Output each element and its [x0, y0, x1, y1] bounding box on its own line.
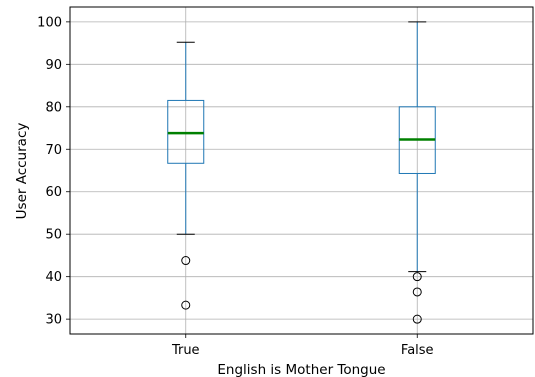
y-tick-label: 70	[45, 143, 62, 158]
y-tick-label: 50	[45, 228, 62, 243]
x-axis-label: English is Mother Tongue	[217, 362, 385, 377]
y-tick-label: 90	[45, 58, 62, 73]
box-group-true	[167, 41, 205, 310]
axis-layer: 30 40 50 60 70 80 90 100 True False	[37, 15, 433, 358]
y-tick-label: 100	[37, 15, 62, 30]
outlier-point	[181, 300, 191, 310]
y-tick-label: 60	[45, 185, 62, 200]
x-tick-label: True	[171, 343, 200, 358]
y-tick-label: 80	[45, 100, 62, 115]
box-layer	[167, 21, 436, 324]
outlier-point	[412, 272, 422, 282]
plot-frame	[69, 6, 534, 335]
outlier-point	[181, 256, 191, 266]
y-tick-label: 40	[45, 270, 62, 285]
y-axis-label: User Accuracy	[14, 123, 30, 220]
outlier-point	[412, 287, 422, 297]
outlier-point	[412, 314, 422, 324]
grid-layer	[70, 7, 533, 334]
x-tick-label: False	[401, 343, 434, 358]
y-tick-label: 30	[45, 313, 62, 328]
box-group-false	[398, 21, 436, 324]
